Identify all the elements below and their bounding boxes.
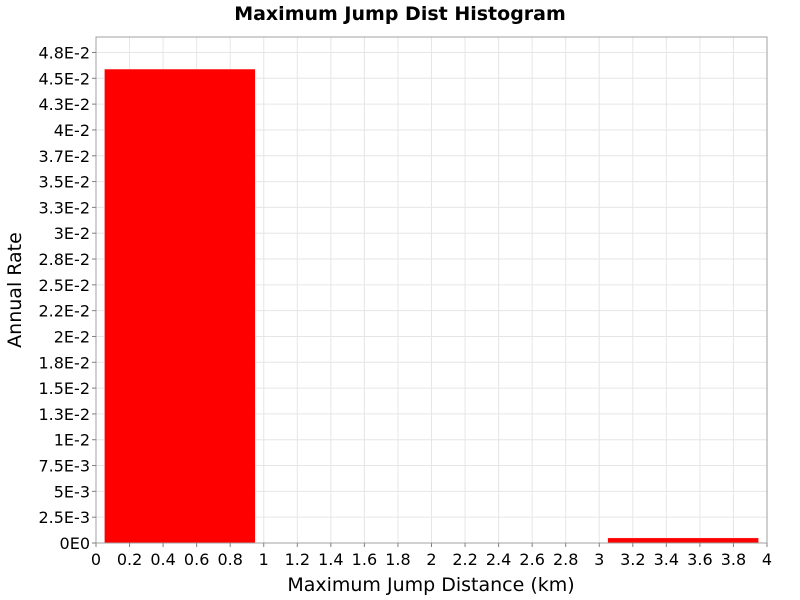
x-tick-label: 0.4: [150, 550, 175, 569]
y-tick-label: 1.3E-2: [38, 405, 90, 424]
y-tick-label: 1.8E-2: [38, 353, 90, 372]
y-tick-label: 3.3E-2: [38, 198, 90, 217]
y-tick-label: 3.5E-2: [38, 173, 90, 192]
x-tick-label: 1.2: [285, 550, 310, 569]
x-tick-label: 3: [594, 550, 604, 569]
x-tick-label: 3.8: [721, 550, 746, 569]
x-tick-label: 1: [259, 550, 269, 569]
y-tick-label: 4.5E-2: [38, 69, 90, 88]
x-tick-label: 2.2: [452, 550, 477, 569]
y-axis-ticks: 0E0 2.5E-3 5E-3 7.5E-3 1E-2 1.3E-2 1.5E-2 1.8E-…: [38, 43, 96, 553]
x-tick-label: 2.8: [553, 550, 578, 569]
x-axis-label: Maximum Jump Distance (km): [287, 574, 574, 596]
y-tick-label: 3E-2: [54, 224, 90, 243]
y-tick-label: 4E-2: [54, 121, 90, 140]
y-tick-label: 1.5E-2: [38, 379, 90, 398]
x-tick-label: 1.8: [385, 550, 410, 569]
x-tick-label: 0: [91, 550, 101, 569]
histogram-bar: [607, 537, 759, 544]
x-tick-label: 3.4: [654, 550, 679, 569]
x-tick-label: 3.2: [620, 550, 645, 569]
y-axis-label: Annual Rate: [4, 232, 26, 348]
x-tick-label: 0.6: [184, 550, 209, 569]
x-tick-label: 0.2: [117, 550, 142, 569]
bars: [104, 68, 759, 544]
histogram-bar: [104, 68, 256, 544]
y-tick-label: 4.3E-2: [38, 95, 90, 114]
y-tick-label: 2.5E-3: [38, 508, 90, 527]
x-tick-label: 2.6: [519, 550, 544, 569]
y-tick-label: 7.5E-3: [38, 457, 90, 476]
x-axis-ticks: 0 0.2 0.4 0.6 0.8 1 1.2 1.4 1.6 1.8 2 2.2 2.4 2.6 2.8 3…: [91, 543, 772, 569]
x-tick-label: 4: [762, 550, 772, 569]
y-tick-label: 4.8E-2: [38, 43, 90, 62]
x-tick-label: 1.4: [318, 550, 343, 569]
x-tick-label: 2: [426, 550, 436, 569]
x-tick-label: 3.6: [687, 550, 712, 569]
y-tick-label: 0E0: [60, 534, 90, 553]
y-tick-label: 2.8E-2: [38, 250, 90, 269]
y-tick-label: 2.5E-2: [38, 276, 90, 295]
x-tick-label: 1.6: [352, 550, 377, 569]
y-tick-label: 2.2E-2: [38, 302, 90, 321]
x-tick-label: 2.4: [486, 550, 511, 569]
x-tick-label: 0.8: [217, 550, 242, 569]
y-tick-label: 5E-3: [54, 482, 90, 501]
chart-title: Maximum Jump Dist Histogram: [234, 3, 566, 25]
y-tick-label: 2E-2: [54, 327, 90, 346]
y-tick-label: 1E-2: [54, 431, 90, 450]
y-tick-label: 3.7E-2: [38, 147, 90, 166]
